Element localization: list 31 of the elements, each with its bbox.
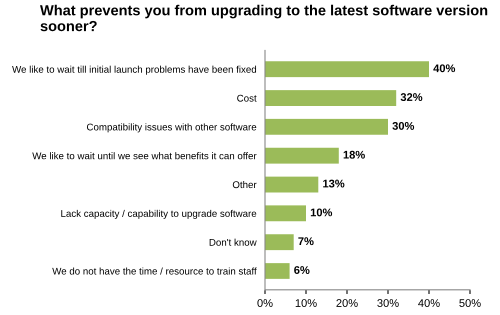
data-label: 32% (400, 93, 422, 102)
bar (265, 234, 294, 250)
chart-title: What prevents you from upgrading to the latest software version sooner? (40, 4, 488, 32)
data-label: 18% (344, 150, 365, 159)
y-tick-label: Compatibility issues with other software (86, 123, 256, 132)
data-label: 30% (392, 122, 414, 130)
y-tick-label: Cost (237, 94, 257, 102)
bar (265, 118, 388, 135)
x-tick-label: 10% (296, 299, 317, 307)
data-label: 6% (294, 266, 310, 274)
y-tick-label: We like to wait until we see what benefits it can offer (32, 152, 257, 160)
y-tick-label: Don't know (210, 238, 257, 246)
bar (265, 148, 339, 164)
bar (265, 263, 290, 279)
y-tick-label: We do not have the time / resource to train staff (52, 267, 257, 275)
data-label: 10% (310, 208, 332, 216)
data-label: 40% (433, 64, 456, 72)
x-tick-label: 30% (377, 299, 399, 307)
y-tick-label: Other (232, 180, 257, 188)
bar (265, 205, 306, 222)
y-tick-label: We like to wait till initial launch problems have been fixed (12, 66, 256, 75)
x-tick-label: 0% (257, 299, 273, 307)
x-tick-label: 40% (418, 299, 440, 307)
y-tick-label: Lack capacity / capability to upgrade software (61, 210, 256, 219)
data-label: 13% (323, 180, 344, 188)
bar (265, 90, 396, 106)
x-tick-label: 50% (459, 299, 481, 307)
bar (265, 176, 318, 192)
data-label: 7% (298, 237, 314, 246)
bar (265, 61, 429, 78)
x-tick-label: 20% (336, 299, 358, 307)
